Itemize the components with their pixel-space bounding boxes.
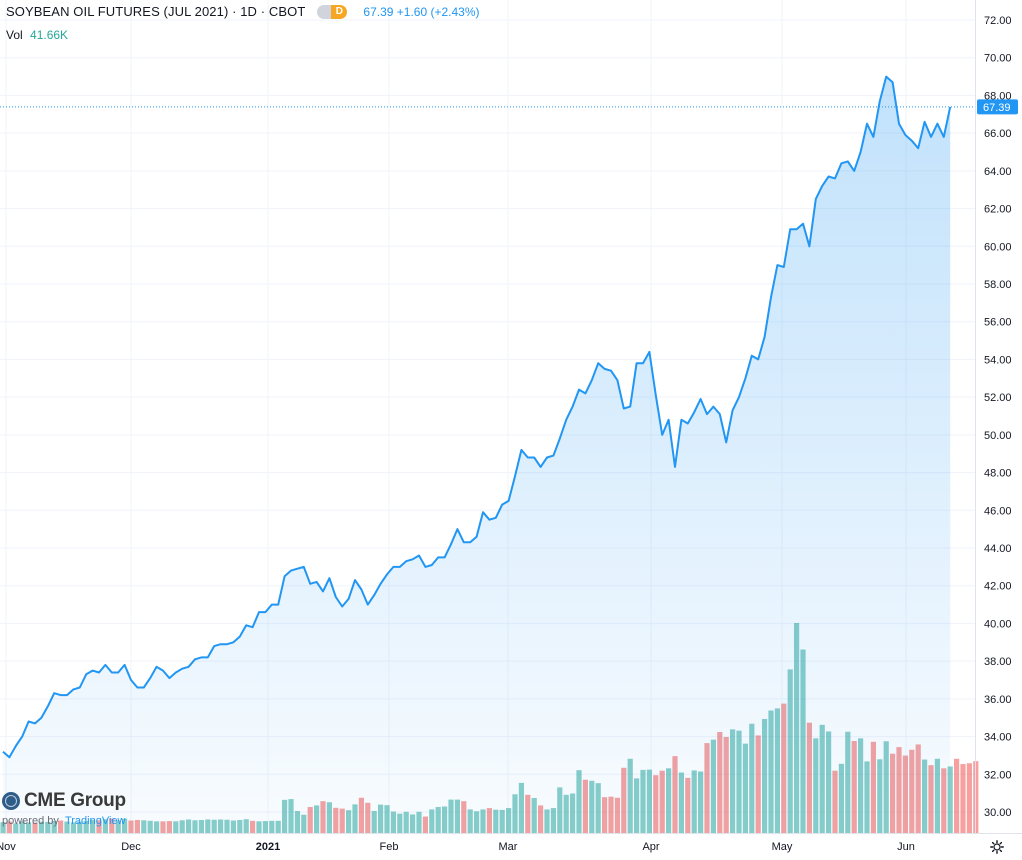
y-tick-label: 70.00	[984, 53, 1012, 65]
price-area-fill	[3, 76, 951, 834]
volume-bar	[954, 758, 960, 833]
y-tick-label: 46.00	[984, 505, 1012, 517]
y-tick-label: 48.00	[984, 468, 1012, 480]
y-tick-label: 68.00	[984, 90, 1012, 102]
gear-icon[interactable]	[990, 840, 1004, 854]
globe-icon	[2, 792, 20, 810]
y-tick-label: 54.00	[984, 354, 1012, 366]
last-quote: 67.39 +1.60 (+2.43%)	[363, 4, 480, 19]
last-price-tag: 67.39	[977, 99, 1018, 115]
powered-by: powered by TradingView	[2, 815, 126, 827]
symbol-header[interactable]: SOYBEAN OIL FUTURES (JUL 2021) · 1D · CB…	[6, 4, 480, 19]
volume-bar	[0, 822, 6, 833]
y-tick-label: 38.00	[984, 656, 1012, 668]
time-axis[interactable]: Nov Dec 2021 Feb Mar Apr May Jun	[0, 841, 915, 853]
status-badges: D	[317, 4, 348, 19]
market-status-icon	[317, 4, 332, 19]
y-tick-label: 64.00	[984, 166, 1012, 178]
y-tick-label: 56.00	[984, 317, 1012, 329]
y-tick-label: 52.00	[984, 392, 1012, 404]
y-tick-label: 50.00	[984, 430, 1012, 442]
y-tick-label: 72.00	[984, 15, 1012, 27]
y-tick-label: 30.00	[984, 807, 1012, 819]
x-tick-label: Apr	[642, 841, 659, 853]
price-line	[2, 75, 952, 759]
x-tick-label: May	[772, 841, 793, 853]
x-tick-label: Jun	[897, 841, 915, 853]
powered-by-text: powered by	[2, 815, 59, 827]
tradingview-link[interactable]: TradingView	[64, 815, 126, 827]
x-tick-label: Dec	[121, 841, 141, 853]
last-price-label: 67.39	[983, 102, 1011, 114]
volume-bar	[966, 763, 972, 833]
x-tick-label: Feb	[380, 841, 399, 853]
volume-label: Vol	[6, 28, 23, 42]
price-axis[interactable]: 30.00 32.00 34.00 36.00 38.00 40.00 42.00 44.00…	[984, 15, 1012, 819]
y-tick-label: 34.00	[984, 732, 1012, 744]
cme-logo[interactable]: CME Group powered by TradingView	[2, 790, 126, 827]
cme-wordmark: CME Group	[2, 790, 126, 812]
volume-legend[interactable]: Vol 41.66K	[6, 28, 68, 42]
y-tick-label: 60.00	[984, 241, 1012, 253]
y-tick-label: 58.00	[984, 279, 1012, 291]
y-tick-label: 36.00	[984, 694, 1012, 706]
volume-bar	[960, 764, 966, 833]
y-tick-label: 42.00	[984, 581, 1012, 593]
x-tick-label: Nov	[0, 841, 16, 853]
y-tick-label: 62.00	[984, 204, 1012, 216]
volume-value: 41.66K	[30, 28, 69, 42]
y-tick-label: 32.00	[984, 769, 1012, 781]
x-tick-label: Mar	[499, 841, 518, 853]
symbol-title: SOYBEAN OIL FUTURES (JUL 2021) · 1D · CB…	[6, 4, 306, 19]
y-tick-label: 66.00	[984, 128, 1012, 140]
y-tick-label: 40.00	[984, 618, 1012, 630]
cme-logo-text: CME Group	[24, 790, 126, 811]
x-tick-label: 2021	[256, 841, 280, 853]
delayed-badge: D	[331, 4, 348, 19]
y-tick-label: 44.00	[984, 543, 1012, 555]
